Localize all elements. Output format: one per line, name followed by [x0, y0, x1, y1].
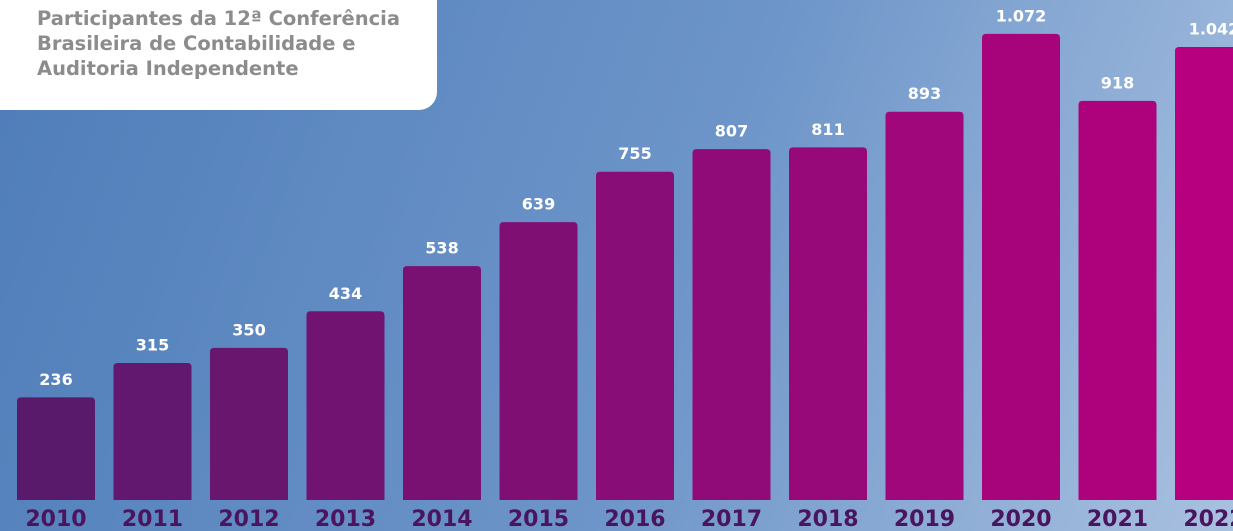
- bar: [982, 33, 1060, 500]
- x-tick-label: 2021: [1087, 507, 1148, 531]
- bar: [113, 363, 192, 500]
- x-tick-label: 2018: [797, 507, 858, 531]
- value-label: 434: [329, 284, 362, 303]
- value-label: 1.042: [1189, 19, 1233, 38]
- x-tick-label: 2020: [990, 507, 1051, 531]
- x-tick-label: 2011: [122, 507, 183, 531]
- value-label: 811: [811, 120, 844, 139]
- value-label: 236: [39, 370, 72, 389]
- bar: [210, 347, 288, 500]
- x-tick-label: 2013: [315, 507, 376, 531]
- bar: [403, 266, 481, 500]
- value-label: 1.072: [996, 6, 1047, 25]
- bar: [692, 149, 771, 500]
- bar: [596, 171, 674, 500]
- bar: [17, 397, 95, 500]
- x-tick-label: 2010: [25, 507, 86, 531]
- x-tick-label: 2014: [411, 507, 472, 531]
- x-tick-label: 2017: [701, 507, 762, 531]
- value-label: 315: [136, 336, 169, 355]
- chart-title: Participantes da 12ª Conferência Brasile…: [0, 0, 437, 110]
- value-label: 918: [1101, 73, 1134, 92]
- bar: [1078, 100, 1157, 500]
- value-label: 639: [522, 195, 555, 214]
- bar: [885, 111, 964, 500]
- value-label: 538: [425, 239, 458, 258]
- x-tick-label: 2016: [604, 507, 665, 531]
- x-tick-label: 2012: [218, 507, 279, 531]
- x-tick-label: 2019: [894, 507, 955, 531]
- x-tick-label: 2022: [1183, 507, 1233, 531]
- bar: [789, 147, 867, 501]
- bar: [306, 311, 385, 500]
- bar: [499, 222, 578, 500]
- bar: [1175, 46, 1233, 500]
- value-label: 350: [232, 320, 265, 339]
- value-label: 807: [715, 122, 748, 141]
- value-label: 755: [618, 144, 651, 163]
- value-label: 893: [908, 84, 941, 103]
- x-tick-label: 2015: [508, 507, 569, 531]
